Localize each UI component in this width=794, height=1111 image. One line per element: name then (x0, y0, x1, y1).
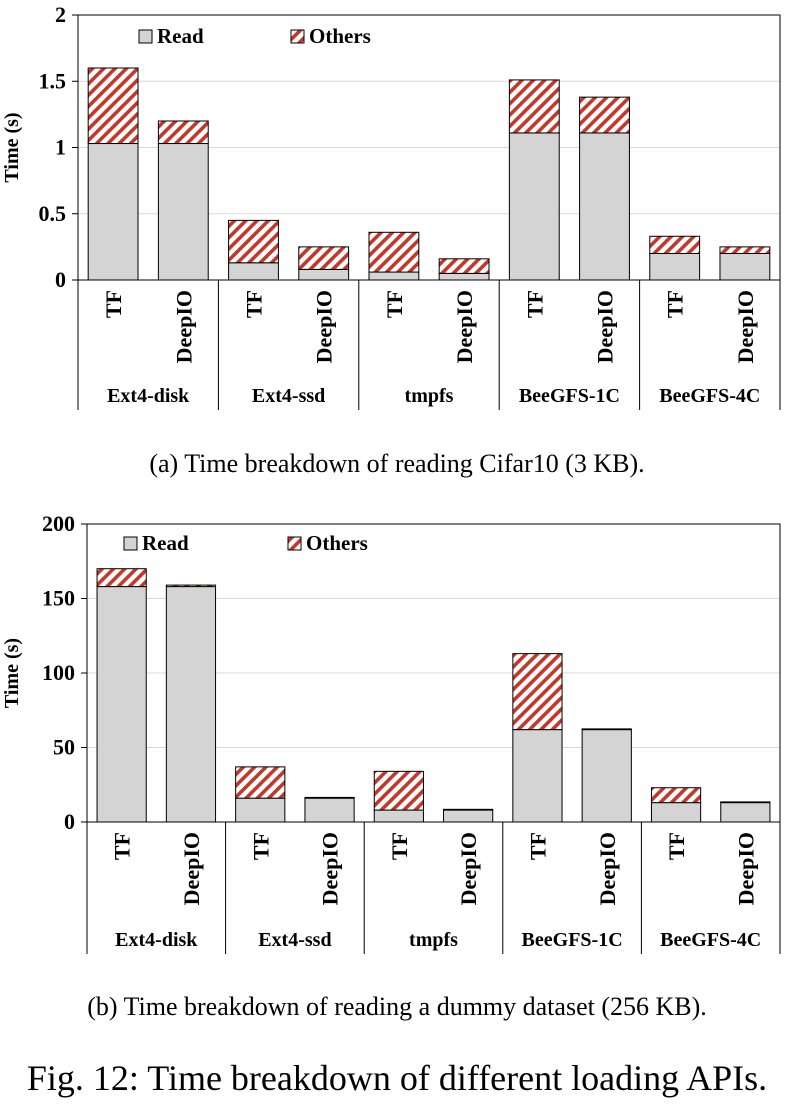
group-label: BeeGFS-4C (660, 929, 761, 951)
bar-read (96, 586, 147, 823)
figure-caption: Fig. 12: Time breakdown of different loa… (26, 1058, 768, 1098)
category-label: TF (242, 290, 267, 318)
y-tick-label: 150 (42, 586, 75, 611)
bar-read (512, 729, 563, 823)
group-label: Ext4-disk (115, 929, 198, 951)
y-tick-label: 0 (55, 267, 66, 292)
bar-others (579, 96, 630, 134)
bar-read (508, 132, 560, 281)
y-tick-label: 50 (53, 735, 75, 760)
caption-b: (b) Time breakdown of reading a dummy da… (87, 992, 707, 1021)
legend-swatch-others (287, 536, 302, 551)
caption-a: (a) Time breakdown of reading Cifar10 (3… (149, 449, 645, 478)
y-axis-label: Time (s) (1, 112, 23, 182)
legend-label-others: Others (309, 24, 371, 48)
y-tick-label: 0 (64, 809, 75, 834)
bar-read (581, 729, 632, 823)
group-label: BeeGFS-4C (659, 385, 760, 407)
category-label: DeepIO (452, 290, 477, 363)
legend-swatch-read (138, 29, 153, 44)
category-label: DeepIO (733, 832, 758, 905)
y-axis-label: Time (s) (1, 638, 23, 708)
bar-read (719, 253, 771, 281)
bar-read (304, 797, 355, 823)
bar-others (298, 246, 350, 270)
bar-read (373, 809, 424, 823)
category-label: TF (110, 832, 135, 860)
category-label: TF (525, 832, 550, 860)
chart-a: 0 0.5 1 1.5 2 Time (s) TF DeepIO TF DeepIO TF DeepI… (1, 2, 781, 410)
category-label: DeepIO (318, 832, 343, 905)
bar-others (720, 801, 771, 804)
bar-read (443, 809, 494, 823)
bar-others (235, 766, 286, 799)
chart-b: 0 50 100 150 200 Time (s) TF DeepIO TF DeepIO TF De… (1, 511, 781, 954)
y-tick-label: 0.5 (39, 201, 67, 226)
bar-read (157, 143, 209, 281)
group-label: BeeGFS-1C (522, 929, 623, 951)
bar-others (228, 219, 279, 264)
category-label: DeepIO (595, 832, 620, 905)
category-label: DeepIO (171, 290, 196, 363)
bar-others (581, 728, 632, 731)
group-label: tmpfs (409, 929, 458, 951)
legend-label-read: Read (142, 531, 189, 555)
bar-others (373, 770, 424, 811)
group-label: Ext4-ssd (252, 385, 325, 407)
bar-others (368, 231, 420, 273)
bar-others (438, 258, 490, 274)
bar-read (720, 802, 771, 823)
bar-others (719, 246, 771, 254)
bar-others (508, 79, 560, 134)
category-label: DeepIO (593, 290, 618, 363)
bar-read (579, 132, 630, 281)
category-label: TF (248, 832, 273, 860)
bar-others (87, 67, 139, 145)
category-label: DeepIO (456, 832, 481, 905)
y-tick-label: 200 (42, 511, 75, 536)
category-label: TF (663, 290, 688, 318)
bar-others (157, 120, 209, 145)
category-label: TF (101, 290, 126, 318)
bar-read (228, 262, 279, 281)
bar-read (438, 272, 490, 281)
bar-read (235, 797, 286, 823)
y-tick-label: 2 (55, 2, 66, 27)
group-label: Ext4-disk (107, 385, 190, 407)
legend-label-others: Others (306, 531, 368, 555)
y-tick-label: 1 (55, 135, 66, 160)
bar-read (298, 268, 350, 281)
bar-others (512, 653, 563, 731)
bar-others (165, 584, 217, 588)
category-label: TF (664, 832, 689, 860)
category-label: DeepIO (733, 290, 758, 363)
category-label: TF (382, 290, 407, 318)
bar-read (87, 143, 139, 281)
y-tick-label: 100 (42, 660, 75, 685)
bar-others (96, 568, 147, 588)
legend-swatch-others (290, 29, 305, 44)
bar-others (443, 808, 494, 811)
category-label: DeepIO (179, 832, 204, 905)
category-label: TF (522, 290, 547, 318)
bar-read (165, 586, 217, 823)
bar-others (649, 235, 701, 254)
bar-others (304, 796, 355, 799)
legend-label-read: Read (157, 24, 204, 48)
y-tick-label: 1.5 (39, 68, 67, 93)
bar-read (650, 802, 702, 823)
bar-read (649, 253, 701, 281)
bar-others (650, 787, 702, 804)
bar-read (368, 271, 420, 281)
legend-swatch-read (123, 536, 138, 551)
category-label: DeepIO (312, 290, 337, 363)
category-label: TF (387, 832, 412, 860)
group-label: BeeGFS-1C (519, 385, 620, 407)
group-label: tmpfs (405, 385, 454, 407)
group-label: Ext4-ssd (258, 929, 331, 951)
